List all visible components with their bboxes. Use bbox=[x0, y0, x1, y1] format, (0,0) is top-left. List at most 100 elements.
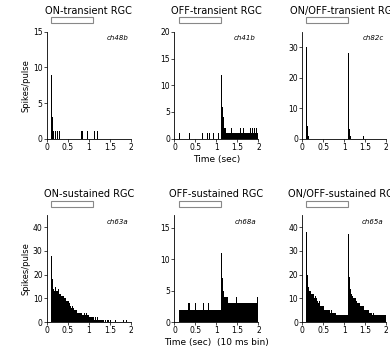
Bar bbox=[327, 310, 328, 322]
Bar bbox=[316, 298, 317, 322]
Bar bbox=[251, 133, 252, 138]
Bar bbox=[240, 128, 241, 138]
X-axis label: Time (sec): Time (sec) bbox=[193, 155, 240, 164]
Bar bbox=[235, 133, 236, 138]
Bar bbox=[223, 291, 224, 322]
Bar bbox=[363, 306, 364, 322]
Bar bbox=[73, 308, 74, 322]
Title: ON-transient RGC: ON-transient RGC bbox=[45, 6, 132, 16]
Bar bbox=[308, 136, 309, 138]
Bar bbox=[350, 289, 351, 322]
Bar bbox=[100, 320, 101, 322]
Bar bbox=[179, 201, 221, 207]
Bar bbox=[93, 318, 94, 322]
Bar bbox=[242, 303, 243, 322]
Bar bbox=[354, 298, 355, 322]
Bar bbox=[233, 303, 234, 322]
Bar bbox=[76, 310, 77, 322]
Bar bbox=[336, 315, 337, 322]
Bar bbox=[230, 303, 231, 322]
Bar bbox=[345, 315, 346, 322]
Bar bbox=[346, 315, 347, 322]
Bar bbox=[372, 315, 373, 322]
Bar bbox=[79, 313, 80, 322]
Bar bbox=[323, 306, 324, 322]
Bar bbox=[352, 296, 353, 322]
Bar bbox=[362, 306, 363, 322]
Bar bbox=[322, 306, 323, 322]
Bar bbox=[221, 240, 222, 322]
Bar bbox=[333, 315, 334, 322]
Bar bbox=[313, 298, 314, 322]
Bar bbox=[58, 294, 59, 322]
Bar bbox=[194, 310, 195, 322]
Bar bbox=[254, 128, 255, 138]
Title: ON-sustained RGC: ON-sustained RGC bbox=[44, 189, 134, 199]
Bar bbox=[367, 310, 368, 322]
Bar bbox=[349, 132, 350, 138]
Bar bbox=[377, 315, 378, 322]
Bar bbox=[202, 310, 203, 322]
Bar bbox=[86, 313, 87, 322]
Bar bbox=[314, 298, 315, 322]
Bar bbox=[235, 303, 236, 322]
Bar bbox=[238, 303, 239, 322]
Bar bbox=[349, 284, 350, 322]
Bar bbox=[203, 310, 204, 322]
Bar bbox=[251, 303, 252, 322]
Bar bbox=[96, 320, 97, 322]
Bar bbox=[337, 315, 338, 322]
Bar bbox=[249, 303, 250, 322]
Bar bbox=[227, 297, 228, 322]
Bar bbox=[56, 131, 57, 138]
Bar bbox=[107, 320, 108, 322]
Bar bbox=[55, 287, 56, 322]
Bar bbox=[103, 320, 104, 322]
Bar bbox=[256, 128, 257, 138]
Bar bbox=[232, 133, 233, 138]
Bar bbox=[245, 303, 246, 322]
Bar bbox=[197, 310, 198, 322]
Bar bbox=[239, 303, 240, 322]
Bar bbox=[312, 294, 313, 322]
Bar bbox=[205, 310, 206, 322]
Bar bbox=[85, 315, 86, 322]
Bar bbox=[244, 303, 245, 322]
Bar bbox=[61, 294, 62, 322]
Bar bbox=[78, 313, 79, 322]
Bar bbox=[228, 133, 229, 138]
Bar bbox=[311, 294, 312, 322]
Bar bbox=[204, 310, 205, 322]
Bar bbox=[193, 310, 194, 322]
Bar bbox=[90, 318, 91, 322]
Bar bbox=[368, 313, 369, 322]
Bar bbox=[339, 315, 340, 322]
Bar bbox=[320, 306, 321, 322]
Bar bbox=[255, 303, 256, 322]
Bar bbox=[365, 310, 366, 322]
Bar bbox=[213, 310, 214, 322]
Bar bbox=[222, 107, 223, 138]
Bar bbox=[93, 131, 94, 138]
Bar bbox=[360, 306, 361, 322]
Bar bbox=[189, 133, 190, 138]
Bar bbox=[84, 313, 85, 322]
Bar bbox=[321, 306, 322, 322]
Bar bbox=[231, 128, 232, 138]
Bar bbox=[77, 310, 78, 322]
Bar bbox=[257, 297, 258, 322]
Bar bbox=[186, 310, 187, 322]
Bar bbox=[52, 279, 53, 322]
Bar bbox=[307, 275, 308, 322]
Bar bbox=[242, 133, 243, 138]
Bar bbox=[180, 310, 181, 322]
Bar bbox=[326, 310, 327, 322]
X-axis label: Time (sec)  (10 ms bin): Time (sec) (10 ms bin) bbox=[164, 338, 269, 347]
Bar bbox=[237, 303, 238, 322]
Bar bbox=[70, 306, 71, 322]
Bar bbox=[225, 297, 226, 322]
Bar bbox=[51, 75, 52, 138]
Bar bbox=[210, 310, 211, 322]
Bar bbox=[342, 315, 343, 322]
Bar bbox=[318, 301, 319, 322]
